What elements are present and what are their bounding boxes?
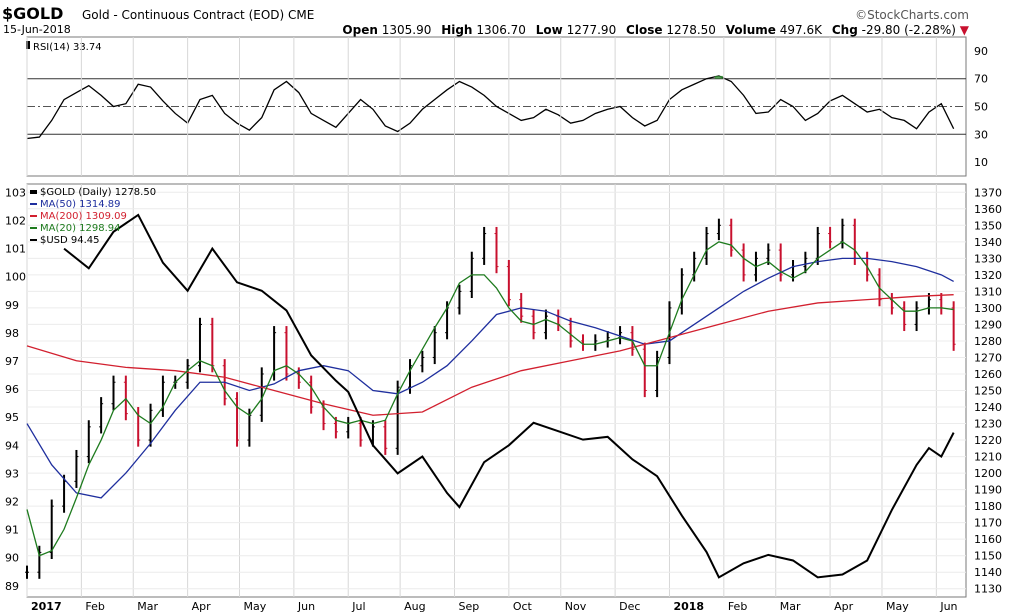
close-label: Close xyxy=(626,23,663,37)
legend-entry: MA(200) 1309.09 xyxy=(40,211,127,222)
price-tick-label: 1230 xyxy=(974,418,1002,431)
legend-entry: MA(50) 1314.89 xyxy=(40,199,121,210)
price-tick-label: 1160 xyxy=(974,533,1002,546)
x-tick-label: 2018 xyxy=(673,600,704,613)
x-tick-label: Apr xyxy=(192,600,212,613)
x-tick-label: Jun xyxy=(939,600,957,613)
rsi-tick-label: 90 xyxy=(974,45,988,58)
rsi-tick-label: 30 xyxy=(974,128,988,141)
usd-line xyxy=(63,213,955,579)
price-tick-label: 1360 xyxy=(974,203,1002,216)
rsi-tick-label: 50 xyxy=(974,101,988,114)
usd-tick-label: 94 xyxy=(5,439,19,452)
usd-tick-label: 90 xyxy=(5,552,19,565)
price-tick-label: 1140 xyxy=(974,566,1002,579)
ohlc-summary: Open 1305.90 High 1306.70 Low 1277.90 Cl… xyxy=(336,23,969,37)
legend-entry: $USD 94.45 xyxy=(40,235,100,246)
legend-entry: $GOLD (Daily) 1278.50 xyxy=(40,187,156,198)
ma-line-20 xyxy=(26,241,954,557)
price-tick-label: 1200 xyxy=(974,467,1002,480)
x-tick-label: Aug xyxy=(404,600,425,613)
open-value: 1305.90 xyxy=(381,23,432,37)
x-tick-label: Jul xyxy=(351,600,365,613)
usd-tick-label: 101 xyxy=(5,243,26,256)
ma-line-50 xyxy=(26,257,954,499)
usd-tick-label: 97 xyxy=(5,355,19,368)
high-label: High xyxy=(441,23,473,37)
price-tick-label: 1150 xyxy=(974,550,1002,563)
price-panel: 2017 Feb Mar Apr May Jun Jul Aug Sep Oct Nov Dec 201… xyxy=(5,183,1002,613)
ma-line-200 xyxy=(26,294,954,416)
price-tick-label: 1130 xyxy=(974,583,1002,596)
chart-description: Gold - Continuous Contract (EOD) CME xyxy=(82,8,314,22)
rsi-panel: 90 70 50 30 10 RSI(14) 33.74 xyxy=(26,36,988,177)
price-tick-label: 1280 xyxy=(974,335,1002,348)
x-tick-label: Feb xyxy=(85,600,104,613)
volume-label: Volume xyxy=(725,23,776,37)
close-value: 1278.50 xyxy=(666,23,716,37)
brand-watermark[interactable]: ©StockCharts.com xyxy=(855,8,969,22)
usd-tick-label: 93 xyxy=(5,467,19,480)
change-label: Chg xyxy=(831,23,858,37)
price-tick-label: 1320 xyxy=(974,269,1002,282)
down-arrow-icon: ▼ xyxy=(959,23,969,37)
price-tick-label: 1210 xyxy=(974,451,1002,464)
price-tick-label: 1180 xyxy=(974,500,1002,513)
low-label: Low xyxy=(535,23,563,37)
price-tick-label: 1260 xyxy=(974,368,1002,381)
exchange-label: CME xyxy=(288,8,315,22)
price-tick-label: 1220 xyxy=(974,434,1002,447)
usd-tick-label: 92 xyxy=(5,495,19,508)
price-tick-label: 1290 xyxy=(974,318,1002,331)
open-label: Open xyxy=(342,23,378,37)
usd-tick-label: 99 xyxy=(5,299,19,312)
x-tick-label: Sep xyxy=(458,600,479,613)
x-tick-label: May xyxy=(244,600,267,613)
x-tick-label: Nov xyxy=(565,600,587,613)
low-value: 1277.90 xyxy=(566,23,617,37)
x-tick-label: Mar xyxy=(780,600,801,613)
usd-tick-label: 89 xyxy=(5,580,19,593)
rsi-legend-marker xyxy=(26,41,30,49)
volume-value: 497.6K xyxy=(779,23,823,37)
usd-tick-label: 100 xyxy=(5,271,26,284)
rsi-legend: RSI(14) 33.74 xyxy=(33,42,102,53)
usd-tick-label: 91 xyxy=(5,524,19,537)
legend-entry: MA(20) 1298.94 xyxy=(40,223,121,234)
chart-date: 15-Jun-2018 xyxy=(3,23,71,36)
rsi-tick-label: 70 xyxy=(974,73,988,86)
usd-tick-label: 102 xyxy=(5,215,26,228)
price-tick-label: 1170 xyxy=(974,517,1002,530)
usd-tick-label: 95 xyxy=(5,411,19,424)
usd-tick-label: 98 xyxy=(5,327,19,340)
price-tick-label: 1270 xyxy=(974,351,1002,364)
price-tick-label: 1340 xyxy=(974,236,1002,249)
price-tick-label: 1300 xyxy=(974,302,1002,315)
usd-tick-label: 103 xyxy=(5,186,26,199)
price-tick-label: 1250 xyxy=(974,385,1002,398)
rsi-tick-label: 10 xyxy=(974,156,988,169)
x-tick-label: Mar xyxy=(137,600,158,613)
price-tick-label: 1350 xyxy=(974,219,1002,232)
price-tick-label: 1310 xyxy=(974,285,1002,298)
price-tick-label: 1240 xyxy=(974,401,1002,414)
high-value: 1306.70 xyxy=(476,23,526,37)
x-tick-label: Oct xyxy=(513,600,533,613)
rsi-line xyxy=(26,75,955,140)
x-tick-label: Jun xyxy=(297,600,315,613)
x-tick-label: Dec xyxy=(619,600,640,613)
x-tick-label: Feb xyxy=(728,600,747,613)
x-tick-label: May xyxy=(886,600,909,613)
chart-symbol: $GOLD xyxy=(2,4,64,23)
contract-name: Gold - Continuous Contract (EOD) xyxy=(82,8,285,22)
price-tick-label: 1330 xyxy=(974,252,1002,265)
x-tick-label: 2017 xyxy=(31,600,62,613)
x-tick-label: Apr xyxy=(834,600,854,613)
usd-tick-label: 96 xyxy=(5,383,19,396)
change-value: -29.80 (-2.28%) xyxy=(861,23,956,37)
price-tick-label: 1190 xyxy=(974,484,1002,497)
rsi-overbought-fill xyxy=(714,75,723,79)
price-tick-label: 1370 xyxy=(974,186,1002,199)
